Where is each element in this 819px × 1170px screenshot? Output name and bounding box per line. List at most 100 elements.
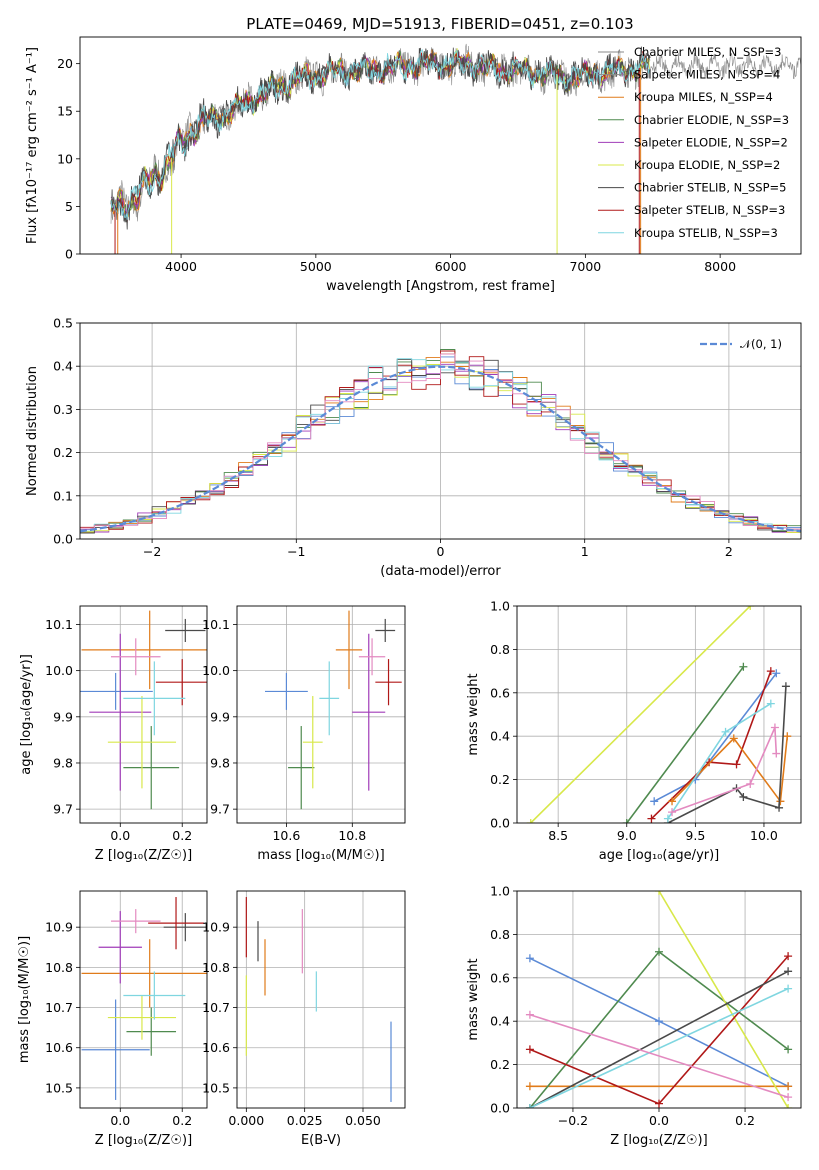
y-tick-label: 10.5 [45,1080,73,1095]
spectrum-line-chabrier_stelib [110,46,651,230]
series-marker [784,984,793,993]
massweight-vs-metallicity-panel: −0.2 0.0 0.2 0.0 0.2 0.4 0.6 0.8 1.0 Z [log₁₀(Z/Z… [466,884,802,1148]
x-tick-label: 0 [437,544,445,559]
plot-area [81,897,207,1100]
y-tick-label: 10.1 [202,617,230,632]
series-marker [525,1010,534,1019]
y-axis-label: mass weight [466,673,481,755]
legend-label: Kroupa ELODIE, N_SSP=2 [634,158,780,172]
mass-vs-metallicity-panel: 0.0 0.2 10.5 10.6 10.7 10.8 10.9 Z [log₁₀(Z/Z☉)… [17,890,208,1148]
axes-frame [236,605,406,824]
y-axis-label: Flux [fλ10⁻¹⁷ erg cm⁻² s⁻¹ A⁻¹] [25,47,40,244]
y-tick-label: 10.6 [45,1040,73,1055]
y-tick-label: 10.9 [202,920,230,935]
series-marker [721,727,730,736]
series-marker [526,819,535,823]
y-tick-label: 0.0 [490,816,510,831]
plot-area [525,891,793,1108]
x-tick-label: 0.2 [735,1113,755,1128]
y-tick-label: 10.8 [202,960,230,975]
plot-area [110,43,801,254]
series-marker [784,1093,793,1102]
legend-label: Chabrier MILES, N_SSP=3 [634,45,781,59]
legend-label: Kroupa STELIB, N_SSP=3 [634,226,778,240]
series-line-chabrier_stelib [667,686,787,823]
y-tick-label: 20 [57,56,73,71]
series-marker [705,758,714,767]
series-line-salpeter_stelib [650,670,772,820]
y-axis-label: Normed distribution [25,366,40,496]
legend-label: Salpeter ELODIE, N_SSP=2 [634,135,788,149]
y-tick-label: 0.0 [53,532,73,547]
age-vs-mass-panel: 10.6 10.8 9.7 9.8 9.9 10.0 10.1 mass [log₁₀(M/M… [202,605,406,863]
y-tick-label: 0.6 [490,970,510,985]
series-marker [776,797,785,806]
figure-title: PLATE=0469, MJD=51913, FIBERID=0451, z=0… [246,15,633,33]
residuals-panel: −2 −1 0 1 2 0.0 0.1 0.2 0.3 0.4 0.5 (data-model)/er… [25,316,802,579]
x-tick-label: 2 [725,544,733,559]
y-tick-label: 9.9 [210,709,230,724]
y-tick-label: 0.2 [490,772,510,787]
series-marker [663,814,672,823]
x-tick-label: 9.0 [617,828,637,843]
axes-frame [79,322,802,540]
x-tick-label: 0.050 [345,1113,381,1128]
y-tick-label: 0.1 [53,488,73,503]
series-marker [622,819,631,823]
y-tick-label: 10.9 [45,920,73,935]
y-tick-label: 0.6 [490,685,510,700]
x-tick-label: 6000 [435,259,467,274]
series-marker [746,606,755,610]
series-marker [772,749,781,758]
series-marker [668,797,677,806]
series-line-chabrier_stelib [529,970,789,1108]
plot-area [265,610,402,810]
series-marker [647,814,656,823]
y-tick-label: 0.4 [490,729,510,744]
y-tick-label: 0.0 [490,1101,510,1116]
y-tick-label: 10 [57,151,73,166]
y-tick-label: 0.5 [53,316,73,331]
legend-label: Chabrier STELIB, N_SSP=5 [634,181,786,195]
x-tick-label: 0.025 [287,1113,323,1128]
spectrum-line-kroupa_stelib [110,49,650,220]
y-tick-label: 9.7 [53,802,73,817]
series-line-pink [671,727,778,813]
x-tick-label: 10.6 [272,828,300,843]
y-tick-label: 9.7 [210,802,230,817]
y-tick-label: 9.8 [210,755,230,770]
legend-label: Chabrier ELODIE, N_SSP=3 [634,113,789,127]
series-marker [655,1099,663,1108]
y-tick-label: 0.8 [490,927,510,942]
x-tick-label: −0.2 [558,1113,588,1128]
series-marker [784,967,793,976]
plot-area [80,610,207,810]
y-tick-label: 10.8 [45,960,73,975]
x-tick-label: 8000 [704,259,736,274]
series-marker [732,760,741,769]
normal-curve [80,365,801,533]
axes-frame [516,605,802,824]
series-marker [784,1082,793,1091]
y-tick-label: 10.7 [45,1000,73,1015]
y-tick-label: 0.3 [53,402,73,417]
axes-frame [79,605,208,824]
series-marker [784,1104,793,1108]
massweight-vs-age-panel: 8.5 9.0 9.5 10.0 0.0 0.2 0.4 0.6 0.8 1.0 age [log₁… [466,599,802,863]
series-marker [525,1082,534,1091]
x-axis-label: Z [log₁₀(Z/Z☉)] [610,1133,707,1148]
series-marker [668,808,677,817]
y-tick-label: 10.1 [45,617,73,632]
y-tick-label: 10.0 [45,663,73,678]
x-axis-label: E(B-V) [301,1133,341,1148]
plot-area [245,897,392,1102]
y-axis-label: mass [log₁₀(M/M☉)] [17,936,32,1063]
y-axis-label: mass weight [466,958,481,1040]
x-tick-label: 8.5 [548,828,568,843]
y-tick-label: 10.5 [202,1080,230,1095]
x-tick-label: 9.5 [685,828,705,843]
axes-frame [79,36,802,255]
series-marker [655,891,663,895]
series-line-kroupa_elodie [530,606,751,823]
